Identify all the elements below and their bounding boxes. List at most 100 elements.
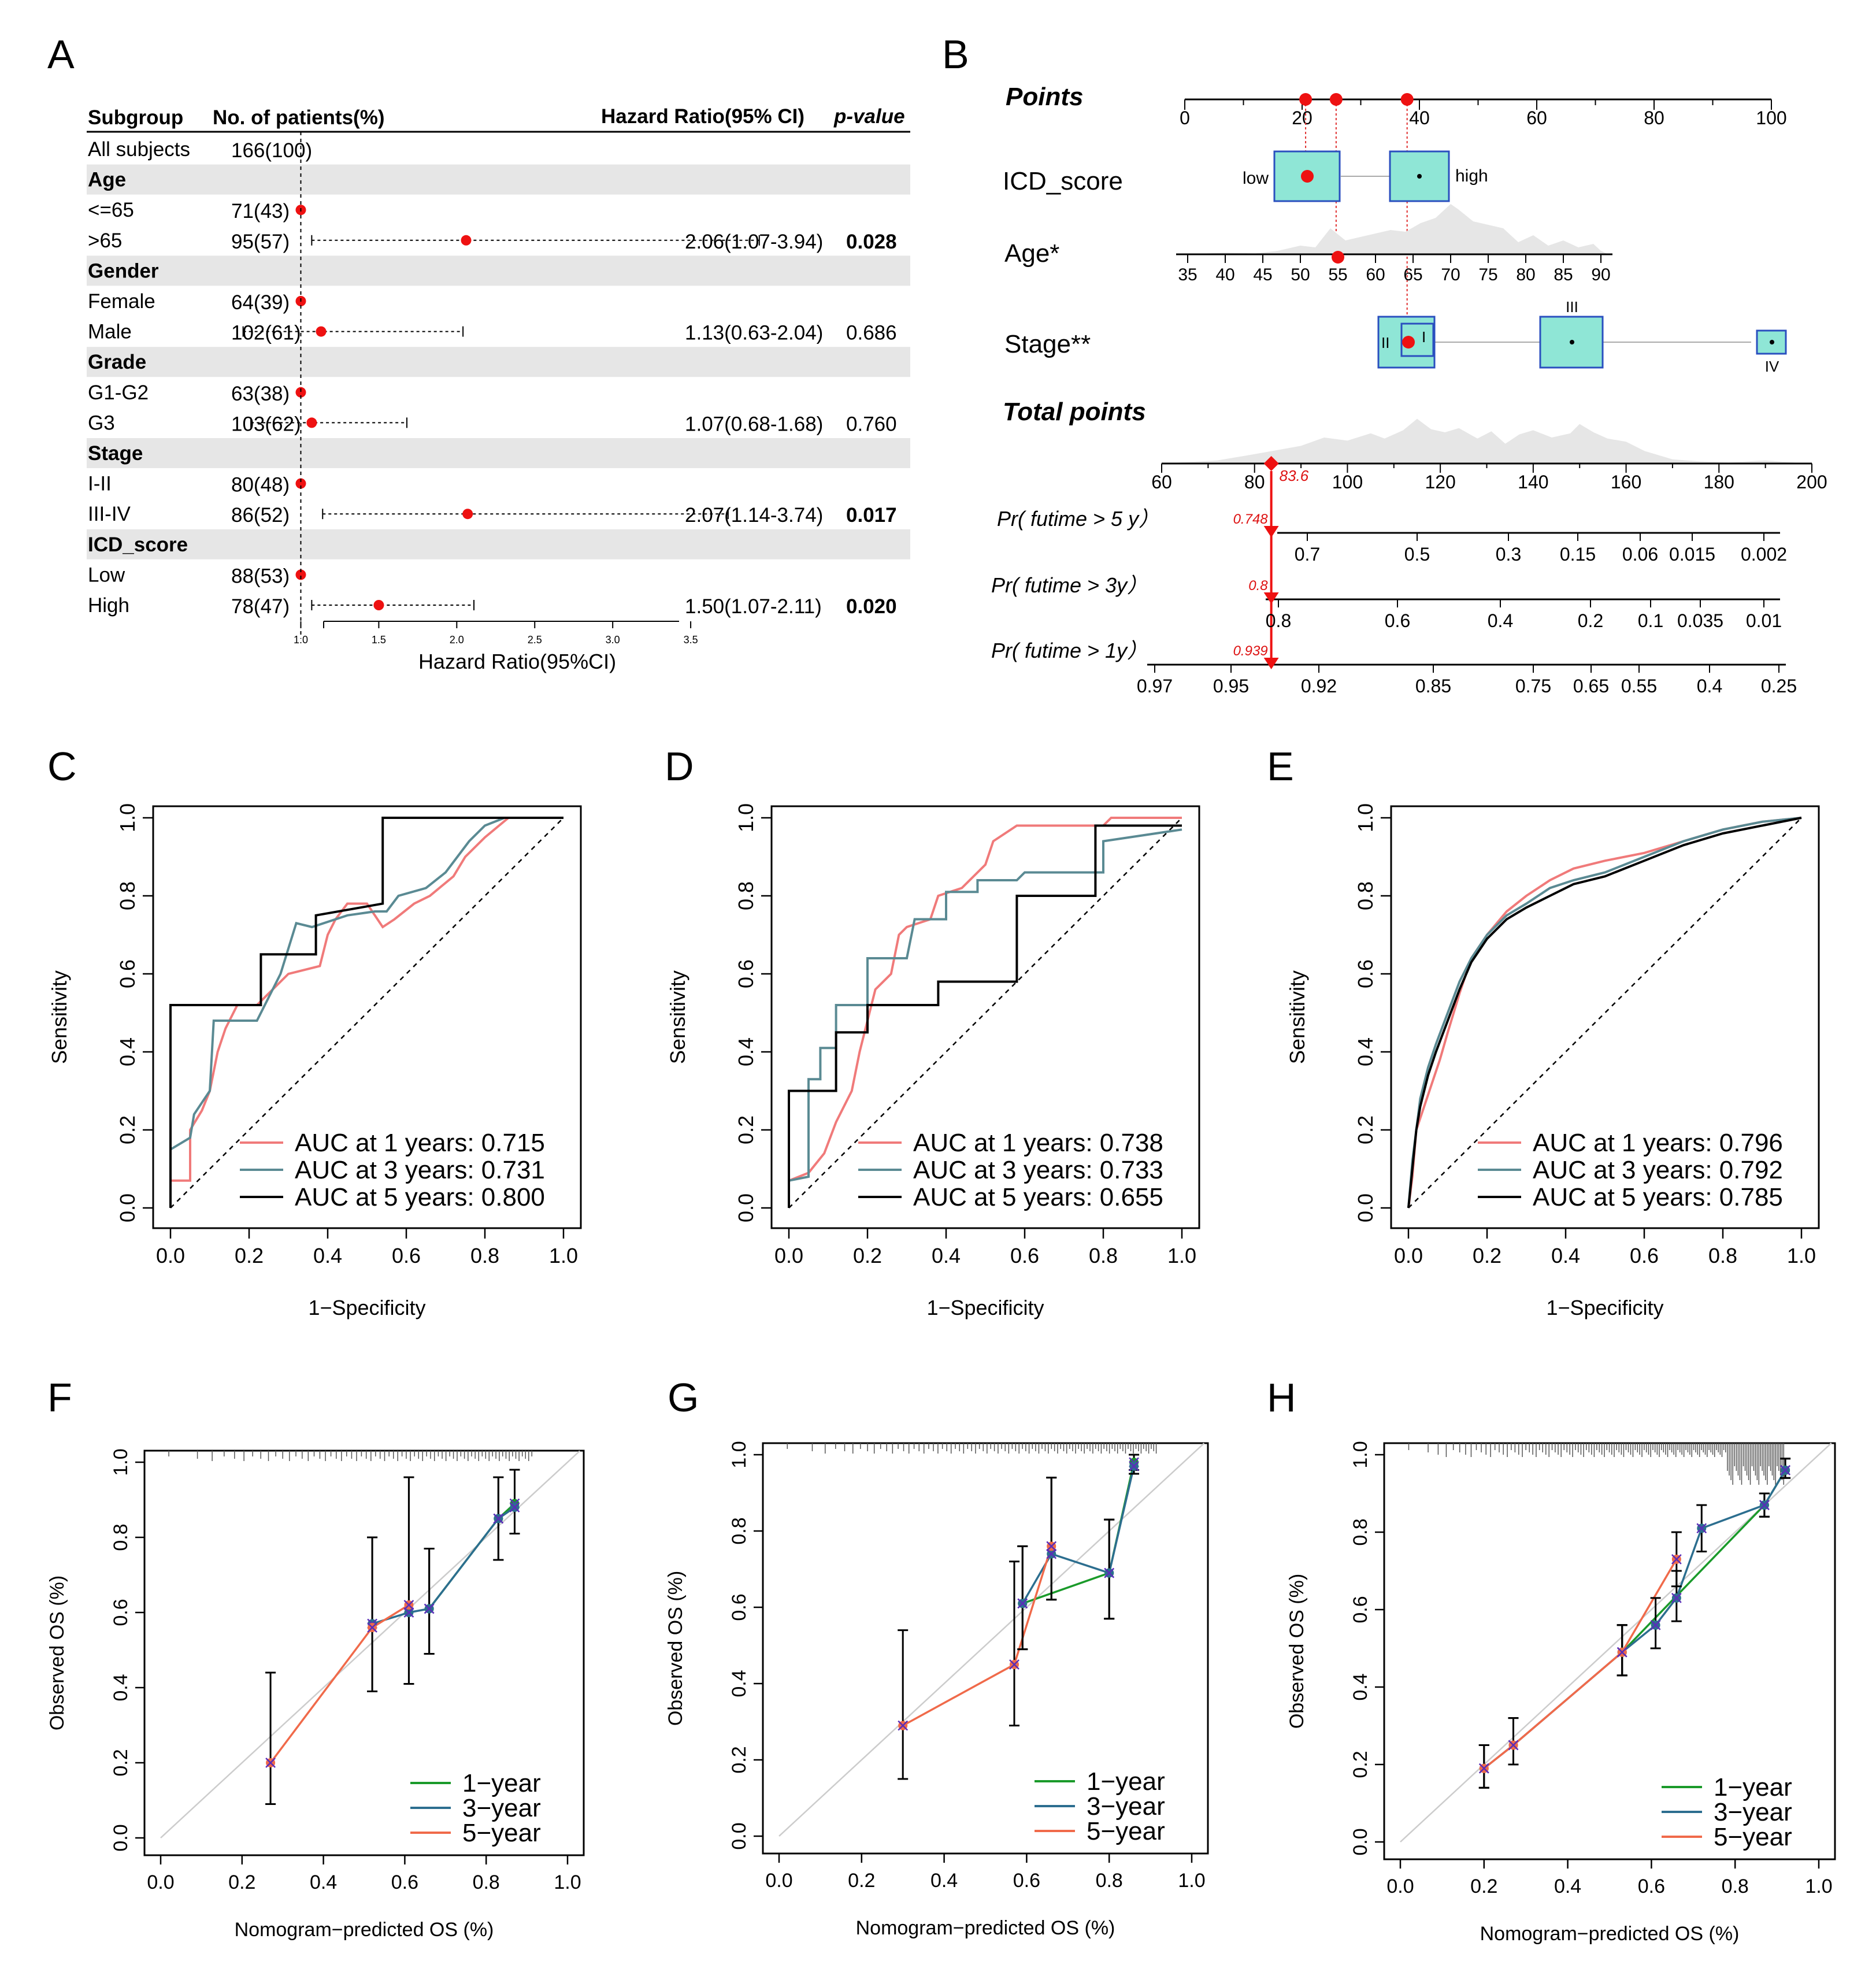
calibration-cross xyxy=(1508,1740,1519,1751)
pr3-tick-label: 0.01 xyxy=(1746,610,1782,631)
calibration-cross xyxy=(1671,1593,1682,1603)
age-selected xyxy=(1332,251,1344,264)
icd-selected xyxy=(1301,170,1314,183)
legend-label: AUC at 1 years: 0.796 xyxy=(1533,1129,1783,1157)
y-tick-label: 0.2 xyxy=(728,1746,750,1773)
legend-label: AUC at 3 years: 0.731 xyxy=(295,1156,545,1184)
hr-point xyxy=(295,478,306,489)
pr3-value: 0.8 xyxy=(1248,578,1268,594)
row-patients: 88(53) xyxy=(231,565,290,587)
roc-curve-5-years xyxy=(788,824,1182,1208)
total-marker xyxy=(1263,456,1279,471)
x-tick-label: 0.4 xyxy=(930,1870,958,1892)
age-tick-label: 80 xyxy=(1516,265,1535,284)
icd-label: ICD_score xyxy=(1003,167,1123,195)
age-tick-label: 70 xyxy=(1441,265,1460,284)
row-patients: 64(39) xyxy=(231,291,290,314)
legend-label: 5−year xyxy=(1087,1817,1165,1845)
plot-frame xyxy=(143,1450,585,1856)
x-tick-label: 0.2 xyxy=(853,1244,882,1267)
calibration-panel-h: H 0.0 0.2 0.4 0.6 0.8 1.0 0.0 0.2 0.4 0.6 0.8 1.0 Nom… xyxy=(1267,1375,1836,1945)
x-tick-label: 0.0 xyxy=(774,1244,803,1267)
y-axis-label: Observed OS (%) xyxy=(46,1576,68,1730)
panel-letter: F xyxy=(47,1375,72,1420)
y-tick-label: 0.4 xyxy=(116,1037,139,1066)
row-pvalue: 0.760 xyxy=(846,413,897,435)
legend-label: 3−year xyxy=(1087,1792,1165,1821)
y-tick-label: 0.0 xyxy=(1349,1828,1371,1855)
roc-curve-1-years xyxy=(788,817,1182,1182)
roc-panel-d: D 0.0 0.2 0.4 0.6 0.8 1.0 0.0 0.2 0.4 0.6 0.8 1.0 1−S… xyxy=(665,744,1200,1319)
row-pvalue: 0.020 xyxy=(846,595,897,618)
row-label: G3 xyxy=(88,412,115,434)
age-tick-label: 85 xyxy=(1554,265,1573,284)
x-axis-label: 1−Specificity xyxy=(1546,1296,1663,1319)
x-tick-label: 1.0 xyxy=(1787,1244,1816,1267)
stage-level-label: IV xyxy=(1765,358,1779,375)
row-label: I-II xyxy=(88,473,112,495)
calibration-cross xyxy=(1104,1567,1115,1578)
calibration-cross xyxy=(1759,1500,1770,1510)
calibration-cross xyxy=(1617,1647,1627,1658)
y-tick-label: 1.0 xyxy=(1349,1441,1371,1468)
roc-panel-e: E 0.0 0.2 0.4 0.6 0.8 1.0 0.0 0.2 0.4 0.6 0.8 1.0 1−S… xyxy=(1267,744,1820,1319)
y-tick-label: 0.6 xyxy=(1354,959,1377,988)
x-tick-label: 0.6 xyxy=(392,1244,421,1267)
points-marker xyxy=(1400,93,1414,106)
age-tick-label: 50 xyxy=(1291,265,1310,284)
pr5-value: 0.748 xyxy=(1233,511,1269,527)
x-tick-label: 0.4 xyxy=(1551,1244,1580,1267)
row-patients: 95(57) xyxy=(231,231,290,253)
legend-label: AUC at 5 years: 0.785 xyxy=(1533,1183,1783,1211)
y-tick-label: 0.0 xyxy=(116,1193,139,1222)
roc-curve-5-years xyxy=(169,817,563,1208)
x-tick-label: 0.6 xyxy=(1638,1875,1665,1897)
legend-label: 3−year xyxy=(462,1794,541,1822)
stage-level-label: III xyxy=(1566,298,1578,316)
hr-point xyxy=(295,569,306,580)
points-title: Points xyxy=(1006,83,1083,111)
y-tick-label: 0.8 xyxy=(1349,1518,1371,1545)
pr3-tick-label: 0.4 xyxy=(1488,610,1513,631)
row-patients: 166(100) xyxy=(231,139,312,162)
calibration-panel-f: F 0.0 0.2 0.4 0.6 0.8 1.0 0.0 0.2 0.4 0.6 0.8 1.0 Nom… xyxy=(46,1375,585,1941)
x-tick-label: 0.2 xyxy=(1473,1244,1501,1267)
pr1-tick-label: 0.55 xyxy=(1621,676,1657,696)
y-tick-label: 0.8 xyxy=(110,1523,132,1551)
icd-high-label: high xyxy=(1455,166,1488,186)
y-tick-label: 1.0 xyxy=(110,1448,132,1476)
y-tick-label: 0.0 xyxy=(110,1824,132,1851)
x-tick-label: 0.0 xyxy=(156,1244,185,1267)
row-patients: 78(47) xyxy=(231,595,290,618)
panel-letter: D xyxy=(665,744,694,789)
pr5-label: Pr( futime > 5 y） xyxy=(997,507,1159,531)
calibration-cross xyxy=(1009,1659,1019,1670)
legend-label: 3−year xyxy=(1714,1798,1792,1826)
total-tick-label: 80 xyxy=(1244,472,1265,492)
row-pvalue: 0.017 xyxy=(846,504,897,527)
y-axis-label: Observed OS (%) xyxy=(665,1571,687,1726)
y-tick-label: 0.6 xyxy=(110,1599,132,1626)
ideal-line xyxy=(160,1450,580,1838)
group-band xyxy=(87,529,910,559)
y-tick-label: 0.8 xyxy=(116,881,139,910)
x-tick-label: 1.0 xyxy=(549,1244,578,1267)
calibration-cross xyxy=(424,1603,435,1614)
total-tick-label: 60 xyxy=(1151,472,1172,492)
y-axis-label: Sensitivity xyxy=(47,970,71,1064)
y-axis-label: Sensitivity xyxy=(666,970,689,1064)
row-hr-text: 1.13(0.63-2.04) xyxy=(685,322,823,344)
hr-point xyxy=(316,326,327,337)
points-tick-label: 60 xyxy=(1526,107,1547,128)
row-label: Low xyxy=(88,564,125,586)
calibration-cross xyxy=(1046,1541,1057,1552)
hr-point xyxy=(306,417,317,428)
panel-letter: G xyxy=(668,1375,699,1420)
total-tick-label: 180 xyxy=(1704,472,1734,492)
row-label: High xyxy=(88,594,129,617)
calibration-cross xyxy=(493,1513,504,1524)
y-tick-label: 0.6 xyxy=(734,959,758,988)
y-tick-label: 0.2 xyxy=(110,1749,132,1776)
hr-point xyxy=(295,387,306,398)
legend-label: AUC at 1 years: 0.715 xyxy=(295,1129,545,1157)
